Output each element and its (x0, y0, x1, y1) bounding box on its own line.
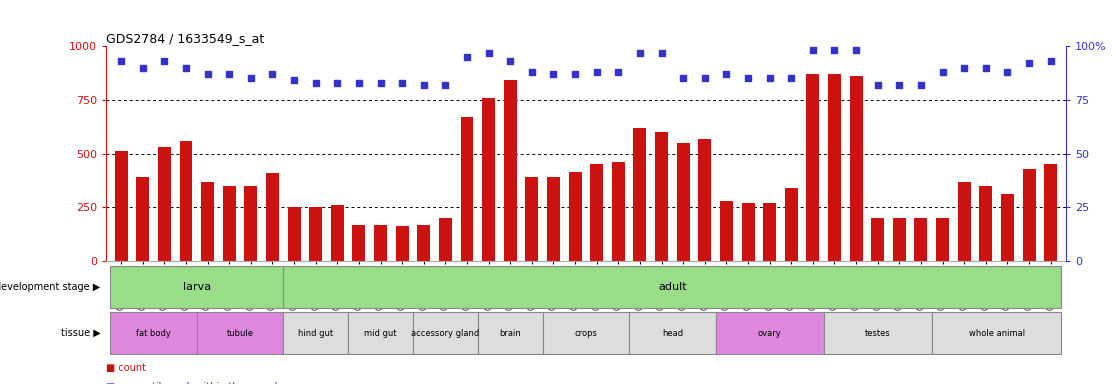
Bar (374, 225, 387, 261)
Text: development stage ▶: development stage ▶ (0, 282, 100, 292)
Text: tissue ▶: tissue ▶ (60, 328, 100, 338)
Bar (980, 186, 992, 261)
Text: tubule: tubule (227, 329, 253, 338)
Bar (547, 177, 560, 261)
Bar (196, 312, 283, 354)
Text: accessory gland: accessory gland (412, 329, 480, 338)
Bar (590, 164, 603, 261)
Text: adult: adult (658, 282, 686, 292)
Bar (936, 218, 949, 261)
Bar (439, 218, 452, 261)
Bar (413, 312, 478, 354)
Bar (634, 128, 646, 261)
Bar (629, 312, 715, 354)
Bar (283, 266, 1061, 308)
Bar (503, 81, 517, 261)
Text: whole animal: whole animal (969, 329, 1024, 338)
Bar (741, 203, 754, 261)
Bar (288, 207, 300, 261)
Bar (893, 218, 906, 261)
Text: head: head (662, 329, 683, 338)
Bar (157, 147, 171, 261)
Bar (110, 266, 283, 308)
Text: larva: larva (183, 282, 211, 292)
Text: ■ percentile rank within the sample: ■ percentile rank within the sample (106, 382, 283, 384)
Bar (396, 226, 408, 261)
Bar (828, 74, 841, 261)
Text: testes: testes (865, 329, 891, 338)
Bar (283, 312, 348, 354)
Bar (872, 218, 884, 261)
Bar (266, 173, 279, 261)
Text: brain: brain (499, 329, 521, 338)
Text: fat body: fat body (136, 329, 171, 338)
Bar (244, 186, 258, 261)
Text: crops: crops (575, 329, 597, 338)
Bar (1045, 164, 1057, 261)
Bar (699, 139, 711, 261)
Bar (201, 182, 214, 261)
Bar (676, 143, 690, 261)
Bar (849, 76, 863, 261)
Bar (482, 98, 496, 261)
Bar (958, 182, 971, 261)
Bar (914, 218, 927, 261)
Text: hind gut: hind gut (298, 329, 334, 338)
Bar (542, 312, 629, 354)
Bar (115, 151, 127, 261)
Bar (309, 207, 323, 261)
Text: ■ count: ■ count (106, 363, 146, 373)
Text: ovary: ovary (758, 329, 781, 338)
Bar (353, 225, 365, 261)
Bar (1001, 194, 1014, 261)
Bar (785, 188, 798, 261)
Bar (932, 312, 1061, 354)
Bar (348, 312, 413, 354)
Bar (330, 205, 344, 261)
Bar (180, 141, 192, 261)
Bar (526, 177, 538, 261)
Bar (824, 312, 932, 354)
Bar (417, 225, 431, 261)
Bar (1022, 169, 1036, 261)
Bar (110, 312, 196, 354)
Bar (807, 74, 819, 261)
Bar (223, 186, 235, 261)
Text: GDS2784 / 1633549_s_at: GDS2784 / 1633549_s_at (106, 32, 264, 45)
Bar (136, 177, 150, 261)
Bar (715, 312, 824, 354)
Bar (478, 312, 542, 354)
Bar (720, 201, 733, 261)
Bar (569, 172, 581, 261)
Bar (655, 132, 668, 261)
Text: mid gut: mid gut (364, 329, 397, 338)
Bar (612, 162, 625, 261)
Bar (461, 117, 473, 261)
Bar (763, 203, 776, 261)
